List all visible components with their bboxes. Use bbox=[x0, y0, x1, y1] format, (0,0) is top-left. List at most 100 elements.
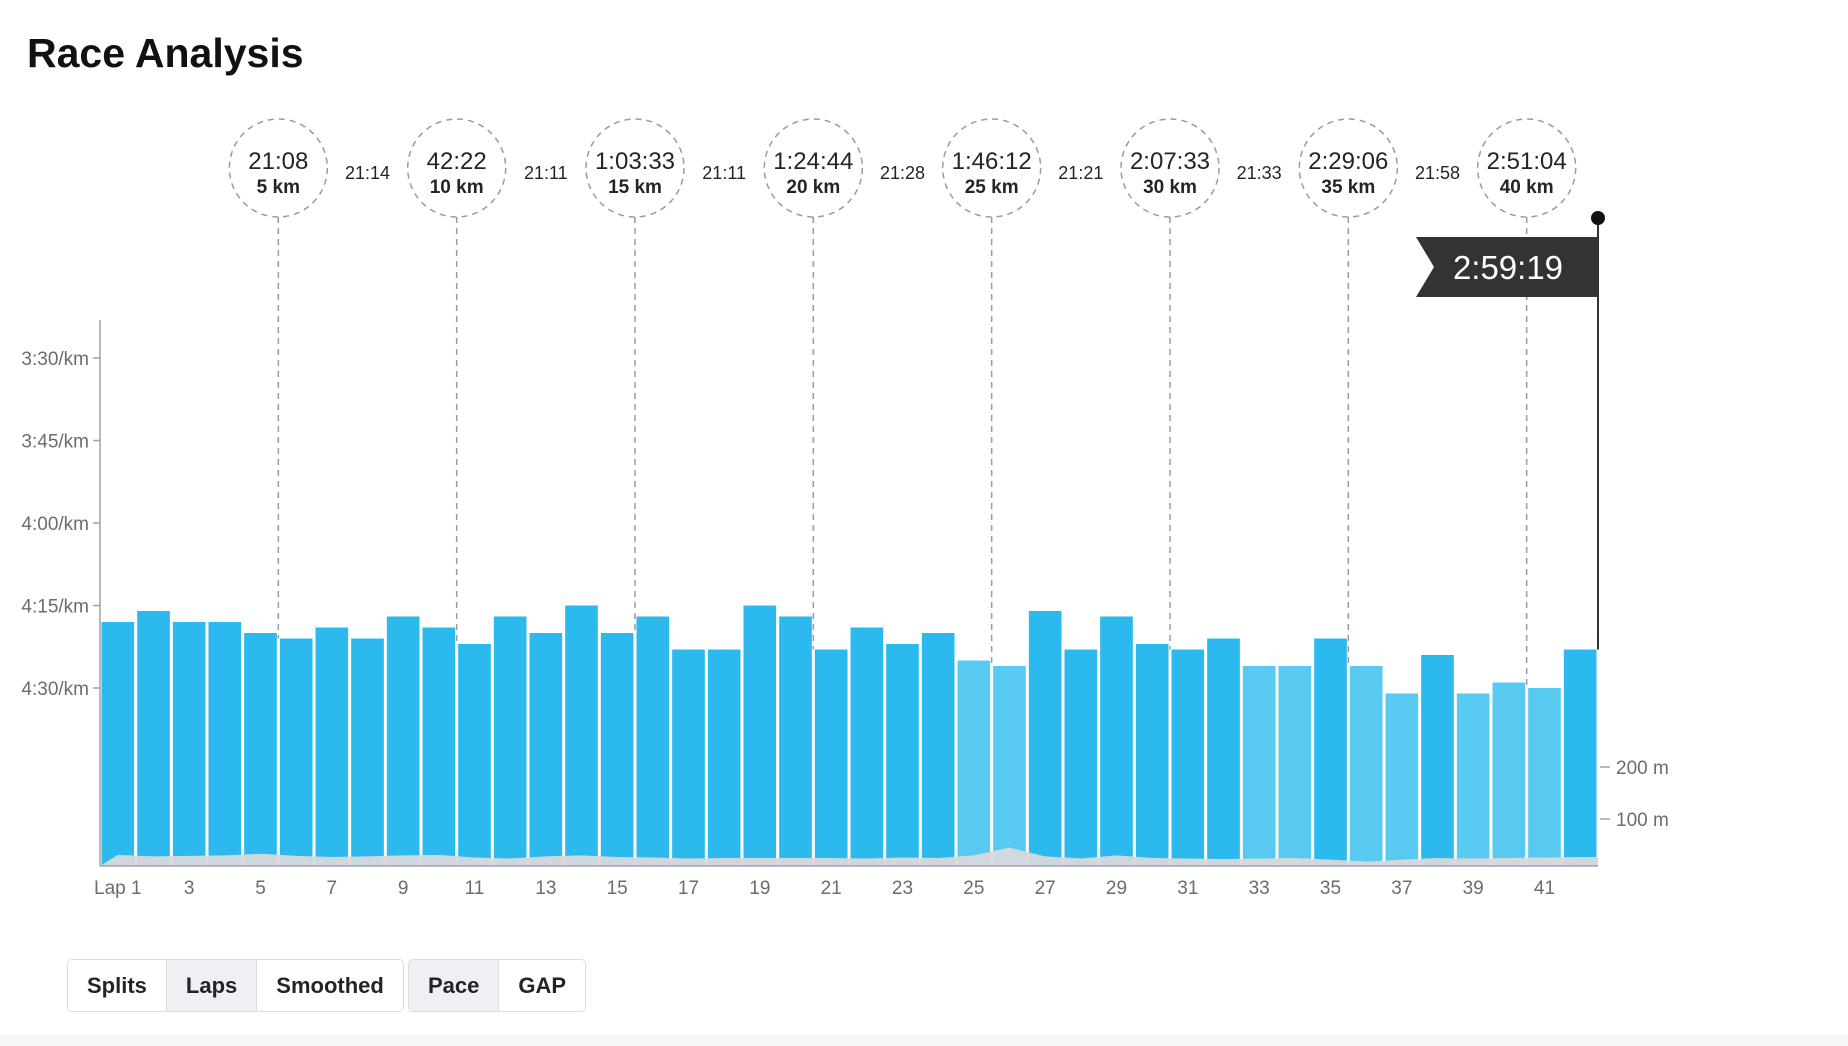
pace-button[interactable]: Pace bbox=[409, 960, 500, 1011]
split-marker-circle bbox=[228, 118, 329, 218]
split-marker-circle bbox=[1476, 118, 1577, 218]
lap-bar-9 bbox=[386, 616, 420, 866]
lap-tick-label: 41 bbox=[1534, 878, 1555, 899]
pace-tick-label: 4:00/km bbox=[21, 514, 89, 535]
segment-time: 21:11 bbox=[524, 163, 568, 183]
lap-bar-32 bbox=[1207, 638, 1240, 866]
lap-bars bbox=[101, 605, 1597, 866]
lap-tick-label: 7 bbox=[327, 878, 338, 899]
lap-bar-41 bbox=[1528, 688, 1561, 866]
lap-tick-label: 17 bbox=[678, 878, 699, 899]
lap-bar-7 bbox=[315, 627, 349, 866]
segment-time: 21:28 bbox=[880, 163, 925, 183]
lap-tick-label: 29 bbox=[1106, 878, 1127, 899]
elevation-tick-label: 200 m bbox=[1616, 758, 1669, 779]
finish-pole-knob bbox=[1591, 211, 1605, 225]
elevation-profile bbox=[100, 847, 1598, 866]
lap-axis: Lap 1 3 5 7 9 11 13 15 17 19 21 23 25 27 29 31 33 35 37 39 4… bbox=[94, 865, 1598, 899]
split-time: 2:29:06 bbox=[1308, 148, 1388, 175]
finish-time: 2:59:19 bbox=[1453, 249, 1563, 286]
split-distance: 40 km bbox=[1500, 177, 1554, 198]
lap-bar-25 bbox=[957, 660, 991, 866]
lap-bar-26 bbox=[993, 666, 1026, 866]
lap-bar-14 bbox=[565, 605, 598, 866]
segment-time: 21:11 bbox=[702, 163, 746, 183]
lap-bar-2 bbox=[137, 611, 170, 866]
lap-bar-35 bbox=[1314, 638, 1347, 866]
lap-bar-29 bbox=[1100, 616, 1133, 866]
lap-bar-12 bbox=[493, 616, 527, 866]
lap-bar-10 bbox=[422, 627, 456, 866]
lap-bar-38 bbox=[1421, 655, 1454, 866]
lap-tick-label: 13 bbox=[535, 878, 556, 899]
pace-tick-label: 4:15/km bbox=[21, 597, 89, 618]
laps-button[interactable]: Laps bbox=[166, 960, 258, 1011]
split-distance: 10 km bbox=[430, 177, 484, 198]
split-marker-circle bbox=[1298, 118, 1399, 218]
lap-bar-4 bbox=[208, 622, 242, 866]
lap-tick-label: 15 bbox=[607, 878, 628, 899]
split-marker-circle bbox=[941, 118, 1042, 218]
elevation-axis: 200 m 100 m bbox=[1600, 758, 1669, 831]
split-marker-circle bbox=[585, 118, 685, 218]
lap-bar-17 bbox=[672, 649, 705, 866]
lap-bar-34 bbox=[1278, 666, 1312, 866]
splits-button[interactable]: Splits bbox=[68, 960, 167, 1011]
lap-tick-label: 3 bbox=[184, 878, 195, 899]
lap-bar-5 bbox=[244, 633, 277, 866]
split-time: 2:07:33 bbox=[1130, 148, 1210, 175]
split-time: 42:22 bbox=[427, 148, 487, 175]
lap-bar-18 bbox=[707, 649, 741, 866]
gap-button[interactable]: GAP bbox=[499, 960, 586, 1011]
split-distance: 5 km bbox=[257, 177, 300, 198]
lap-tick-label: 5 bbox=[255, 878, 266, 899]
split-distance: 20 km bbox=[786, 177, 840, 198]
lap-tick-label: 19 bbox=[749, 878, 770, 899]
lap-tick-label: 33 bbox=[1249, 878, 1270, 899]
segment-time: 21:33 bbox=[1237, 163, 1282, 183]
pace-tick-label: 4:30/km bbox=[21, 679, 89, 700]
lap-tick-label: 25 bbox=[963, 878, 984, 899]
lap-bar-39 bbox=[1456, 693, 1490, 866]
lap-bar-37 bbox=[1385, 693, 1419, 866]
smoothed-button[interactable]: Smoothed bbox=[257, 960, 403, 1011]
pace-tick-label: 3:45/km bbox=[21, 432, 89, 453]
lap-tick-label: 35 bbox=[1320, 878, 1341, 899]
split-time: 1:03:33 bbox=[595, 148, 675, 175]
lap-bar-24 bbox=[921, 633, 955, 866]
lap-bar-27 bbox=[1028, 611, 1062, 866]
lap-bar-28 bbox=[1064, 649, 1098, 866]
lap-tick-label: 37 bbox=[1391, 878, 1412, 899]
lap-bar-20 bbox=[779, 616, 812, 866]
lap-tick-label: 21 bbox=[821, 878, 842, 899]
split-distance: 25 km bbox=[965, 177, 1019, 198]
race-pace-chart: 3:30/km 3:45/km 4:00/km 4:15/km 4:30/km Lap … bbox=[21, 118, 1669, 899]
lap-bar-23 bbox=[886, 644, 919, 866]
segment-time: 21:14 bbox=[345, 163, 390, 183]
elevation-area bbox=[100, 847, 1598, 866]
lap-bar-33 bbox=[1242, 666, 1276, 866]
lap-bar-22 bbox=[850, 627, 884, 866]
lap-bar-3 bbox=[172, 622, 206, 866]
split-distance: 35 km bbox=[1321, 177, 1375, 198]
split-marker-circle bbox=[406, 118, 507, 218]
finish-marker: 2:59:19 bbox=[1416, 211, 1605, 650]
split-time: 1:24:44 bbox=[773, 148, 853, 175]
split-marker-circle bbox=[763, 118, 864, 218]
metric-toggle-group: Pace GAP bbox=[408, 959, 587, 1012]
split-time: 21:08 bbox=[248, 148, 308, 175]
pace-tick-label: 3:30/km bbox=[21, 349, 89, 370]
split-distance: 15 km bbox=[608, 177, 662, 198]
lap-bar-8 bbox=[351, 638, 384, 866]
split-distance: 30 km bbox=[1143, 177, 1197, 198]
lap-bar-42 bbox=[1563, 649, 1597, 866]
lap-bar-36 bbox=[1349, 666, 1383, 866]
lap-bar-31 bbox=[1171, 649, 1205, 866]
elevation-tick-label: 100 m bbox=[1616, 810, 1669, 831]
lap-bar-15 bbox=[600, 633, 634, 866]
lap-bar-16 bbox=[636, 616, 670, 866]
lap-tick-label: 23 bbox=[892, 878, 913, 899]
lap-tick-label: 31 bbox=[1177, 878, 1198, 899]
lap-bar-19 bbox=[743, 605, 777, 866]
